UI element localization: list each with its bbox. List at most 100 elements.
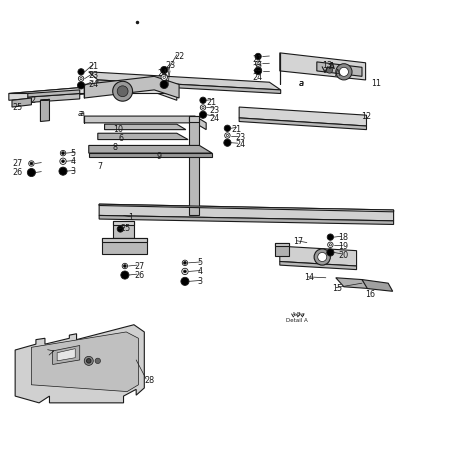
Text: a: a — [77, 109, 82, 118]
Text: 18: 18 — [338, 233, 348, 241]
Polygon shape — [15, 325, 145, 403]
Circle shape — [87, 359, 91, 363]
Text: a: a — [301, 311, 304, 317]
Circle shape — [122, 263, 128, 269]
Text: 24: 24 — [209, 114, 219, 123]
Circle shape — [160, 66, 168, 74]
Text: 21: 21 — [206, 98, 216, 107]
Text: 6: 6 — [118, 134, 123, 143]
Text: 28: 28 — [145, 376, 154, 385]
Polygon shape — [336, 278, 370, 289]
Polygon shape — [189, 116, 199, 121]
Circle shape — [121, 271, 129, 279]
Polygon shape — [9, 82, 177, 93]
Circle shape — [60, 150, 66, 156]
Polygon shape — [57, 349, 75, 361]
Text: 23: 23 — [89, 71, 99, 80]
Text: 1: 1 — [128, 213, 133, 222]
Circle shape — [327, 249, 334, 256]
Polygon shape — [113, 221, 134, 226]
Text: a: a — [299, 79, 304, 88]
Text: 21: 21 — [89, 62, 99, 71]
Circle shape — [78, 69, 84, 75]
Text: A: A — [329, 62, 335, 71]
Polygon shape — [40, 99, 49, 121]
Circle shape — [27, 169, 35, 177]
Text: 16: 16 — [366, 290, 376, 299]
Circle shape — [329, 244, 332, 246]
Circle shape — [60, 158, 66, 164]
Polygon shape — [40, 99, 49, 100]
Circle shape — [255, 53, 261, 60]
Text: 21: 21 — [253, 55, 263, 64]
Polygon shape — [31, 332, 139, 391]
Circle shape — [202, 106, 204, 109]
Polygon shape — [99, 204, 394, 212]
Text: A: A — [335, 69, 340, 78]
Circle shape — [62, 160, 64, 163]
Circle shape — [77, 82, 85, 89]
Text: 22: 22 — [174, 52, 185, 61]
Circle shape — [200, 97, 206, 103]
Text: 20: 20 — [338, 251, 349, 260]
Circle shape — [181, 277, 189, 285]
Circle shape — [84, 356, 93, 365]
Text: 4: 4 — [71, 157, 76, 166]
Circle shape — [113, 81, 133, 101]
Polygon shape — [53, 346, 80, 364]
Circle shape — [182, 260, 188, 266]
Circle shape — [163, 76, 165, 78]
Text: 23: 23 — [236, 133, 246, 142]
Polygon shape — [317, 62, 362, 76]
Polygon shape — [105, 124, 186, 130]
Text: 10: 10 — [113, 125, 123, 134]
Text: 23: 23 — [209, 106, 219, 115]
Polygon shape — [280, 262, 357, 269]
Text: 26: 26 — [134, 270, 144, 280]
Circle shape — [183, 270, 186, 273]
Text: 2: 2 — [30, 96, 35, 105]
Circle shape — [224, 125, 231, 131]
Circle shape — [161, 74, 167, 80]
Circle shape — [78, 76, 84, 81]
Polygon shape — [362, 280, 393, 291]
Polygon shape — [275, 243, 289, 246]
Circle shape — [182, 268, 188, 275]
Text: 3: 3 — [71, 167, 76, 176]
Text: 7: 7 — [98, 162, 103, 171]
Polygon shape — [280, 53, 366, 80]
Circle shape — [62, 152, 64, 155]
Text: Detail A: Detail A — [286, 318, 308, 323]
Circle shape — [124, 265, 126, 268]
Circle shape — [117, 226, 124, 232]
Text: 11: 11 — [371, 79, 381, 88]
Text: 9: 9 — [156, 152, 162, 161]
Circle shape — [117, 86, 128, 97]
Text: 19: 19 — [338, 241, 349, 251]
Text: a: a — [80, 109, 85, 118]
Polygon shape — [89, 72, 281, 90]
Text: 4: 4 — [197, 267, 202, 276]
Polygon shape — [28, 93, 80, 103]
Text: 25: 25 — [120, 225, 130, 234]
Circle shape — [225, 133, 230, 138]
Text: 21: 21 — [231, 125, 241, 134]
Polygon shape — [12, 98, 31, 107]
Circle shape — [226, 134, 228, 136]
Circle shape — [95, 358, 101, 364]
Polygon shape — [89, 145, 212, 153]
Text: 17: 17 — [294, 237, 304, 246]
Text: 24: 24 — [253, 73, 263, 82]
Polygon shape — [239, 107, 366, 126]
Circle shape — [160, 80, 168, 89]
Polygon shape — [102, 238, 148, 241]
Polygon shape — [99, 215, 394, 225]
Circle shape — [183, 262, 186, 264]
Text: 25: 25 — [12, 103, 22, 112]
Circle shape — [200, 105, 206, 110]
Polygon shape — [98, 133, 188, 140]
Text: 13: 13 — [322, 61, 332, 70]
Text: 24: 24 — [236, 141, 246, 149]
Text: 8: 8 — [113, 143, 118, 152]
Polygon shape — [102, 238, 148, 254]
